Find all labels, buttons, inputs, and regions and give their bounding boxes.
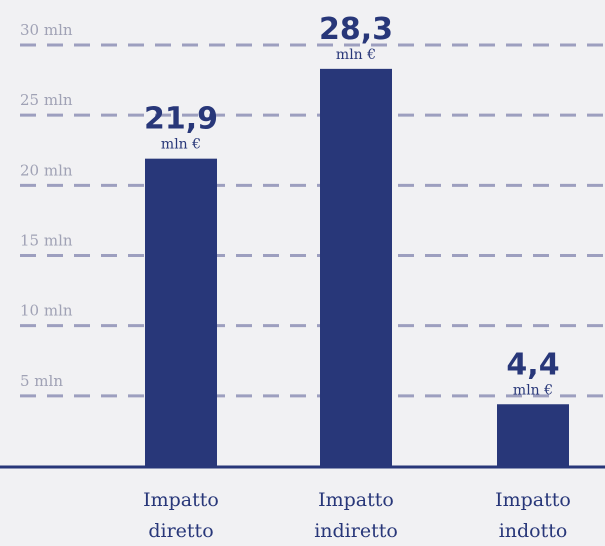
category-label: Impatto bbox=[318, 489, 394, 511]
y-tick-label: 10 mln bbox=[20, 302, 73, 320]
bars bbox=[145, 68, 569, 467]
value-unit-label: mln € bbox=[161, 137, 201, 153]
y-tick-label: 30 mln bbox=[20, 21, 73, 39]
grid-lines bbox=[20, 43, 605, 398]
y-tick-label: 20 mln bbox=[20, 161, 73, 179]
y-tick-labels: 5 mln 10 mln 15 mln 20 mln 25 mln 30 mln bbox=[20, 21, 73, 390]
category-label: diretto bbox=[148, 520, 213, 542]
y-tick-label: 25 mln bbox=[20, 91, 73, 109]
category-label: Impatto bbox=[143, 489, 219, 511]
y-tick-label: 15 mln bbox=[20, 232, 73, 250]
value-unit-label: mln € bbox=[336, 47, 376, 63]
bar bbox=[320, 68, 392, 467]
value-unit-label: mln € bbox=[513, 382, 553, 398]
category-label: indotto bbox=[499, 520, 568, 542]
bar bbox=[145, 158, 217, 467]
category-labels: Impatto diretto Impatto indiretto Impatto ind… bbox=[143, 489, 571, 542]
category-label: Impatto bbox=[495, 489, 571, 511]
value-label: 28,3 bbox=[319, 12, 393, 47]
value-label: 4,4 bbox=[506, 347, 559, 382]
value-label: 21,9 bbox=[144, 102, 218, 137]
category-label: indiretto bbox=[314, 520, 398, 542]
bar bbox=[497, 404, 569, 466]
y-tick-label: 5 mln bbox=[20, 372, 63, 390]
